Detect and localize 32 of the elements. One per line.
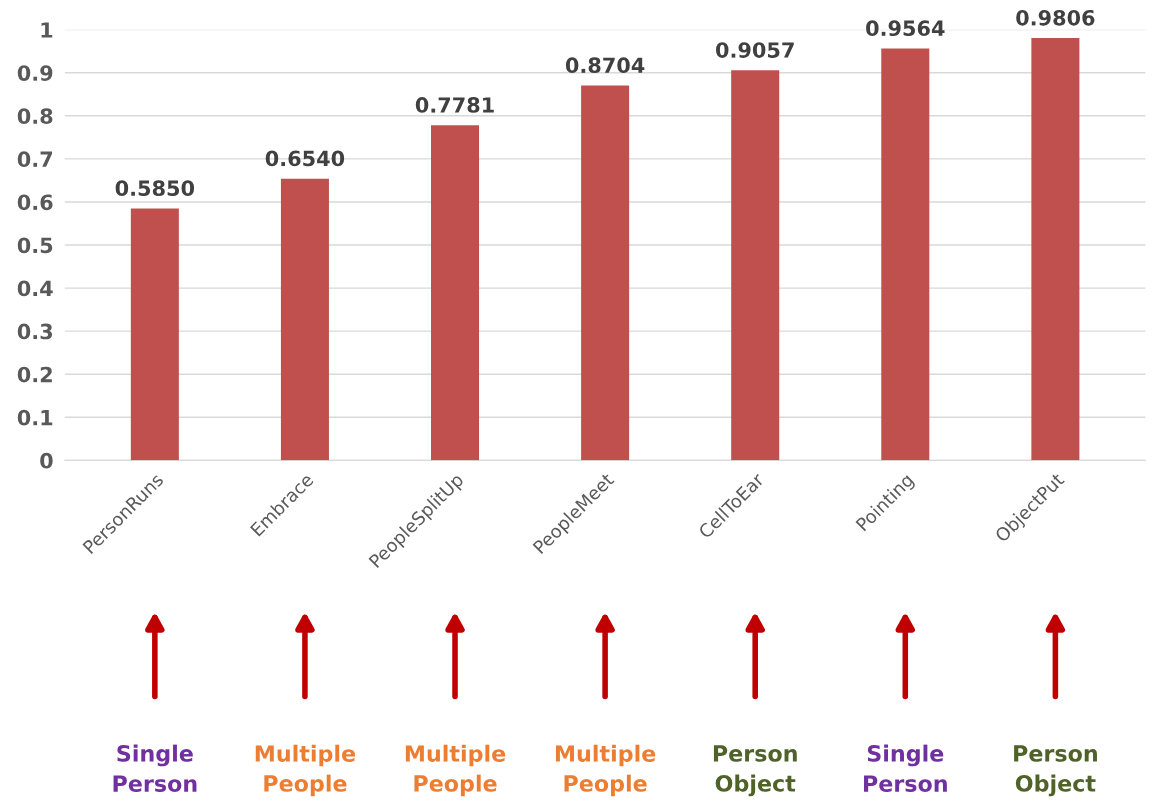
text: Multiple People	[405, 744, 506, 797]
text: Person Object	[1014, 745, 1097, 797]
y-tick-label: 0	[40, 452, 53, 469]
data-label: 0.9057	[716, 42, 794, 58]
bar	[280, 178, 329, 461]
bar	[581, 85, 630, 461]
bar	[731, 70, 780, 461]
bar	[1031, 38, 1080, 461]
data-label: 0.8704	[565, 57, 645, 74]
y-tick-label: 0.9	[17, 65, 53, 81]
data-label: 0.9806	[1016, 9, 1095, 26]
data-label: 0.6540	[265, 150, 345, 167]
text: Person Object	[713, 745, 797, 797]
y-tick-label: 0.6	[17, 194, 53, 211]
bar	[130, 208, 179, 461]
y-tick-label: 0.3	[17, 323, 53, 340]
bar	[881, 48, 930, 461]
y-tick-label: 0.4	[17, 280, 53, 297]
data-label: 0.7781	[415, 97, 494, 113]
y-tick-label: 0.2	[17, 366, 52, 383]
text: Single Person	[113, 744, 197, 792]
y-tick-label: 0.7	[17, 151, 53, 168]
y-tick-label: 0.1	[17, 409, 53, 426]
text: Single Person	[864, 744, 947, 792]
bar	[431, 125, 480, 461]
text: Multiple People	[555, 744, 656, 797]
y-tick-label: 0.5	[17, 237, 53, 254]
data-label: 0.9564	[866, 20, 945, 37]
y-tick-label: 1	[41, 22, 53, 38]
text: Multiple People	[255, 744, 356, 797]
data-label: 0.5850	[115, 180, 195, 197]
y-tick-label: 0.8	[17, 108, 53, 125]
